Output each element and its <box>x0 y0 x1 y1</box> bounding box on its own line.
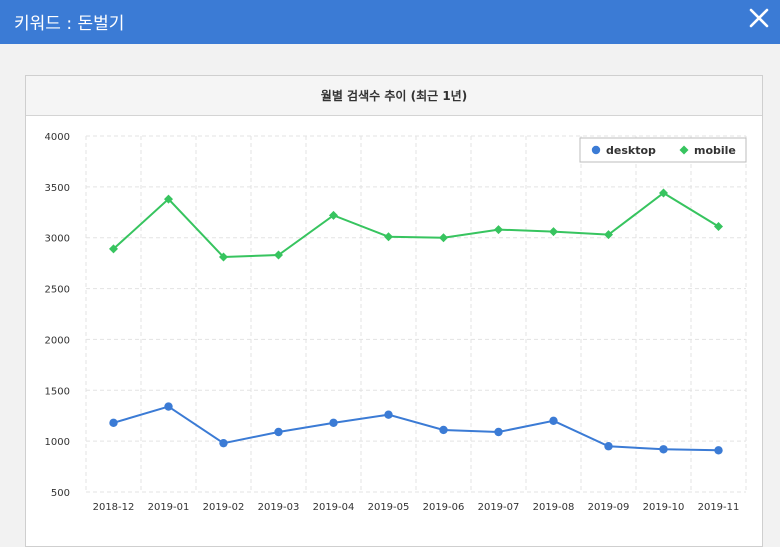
chart-title: 월별 검색수 추이 (최근 1년) <box>320 89 468 103</box>
y-tick-label: 3500 <box>45 183 70 194</box>
y-tick-label: 500 <box>51 488 70 499</box>
dialog-title: 키워드 : 돈벌기 <box>14 14 125 34</box>
legend-label-mobile: mobile <box>694 144 736 157</box>
data-point-mobile <box>219 252 228 262</box>
data-point-desktop <box>274 427 283 437</box>
x-tick-label: 2019-10 <box>643 502 685 513</box>
legend-box <box>579 137 747 163</box>
x-tick-label: 2019-08 <box>533 502 575 513</box>
data-point-desktop <box>439 425 448 435</box>
data-point-desktop <box>164 402 173 411</box>
data-point-desktop <box>659 445 668 454</box>
data-point-desktop <box>219 438 228 448</box>
x-tick-label: 2019-07 <box>478 502 520 513</box>
dialog-header: 키워드 : 돈벌기 <box>0 0 780 44</box>
y-tick-label: 1500 <box>45 386 70 397</box>
x-tick-label: 2019-02 <box>203 502 245 513</box>
data-point-mobile <box>164 194 173 204</box>
data-point-mobile <box>109 244 118 254</box>
x-tick-label: 2019-03 <box>258 502 300 513</box>
legend-label-desktop: desktop <box>606 144 656 157</box>
y-tick-label: 4000 <box>45 132 70 143</box>
series-line-mobile <box>112 191 720 259</box>
data-point-mobile <box>549 227 558 237</box>
close-icon[interactable] <box>746 5 772 31</box>
x-tick-label: 2019-09 <box>588 502 630 513</box>
y-tick-label: 2500 <box>45 285 70 296</box>
data-point-mobile <box>439 233 448 243</box>
x-tick-label: 2019-04 <box>313 502 355 513</box>
x-tick-label: 2019-11 <box>698 502 740 513</box>
data-point-mobile <box>274 250 283 260</box>
y-tick-label: 1000 <box>45 437 70 448</box>
data-point-desktop <box>714 446 723 455</box>
x-tick-label: 2018-12 <box>93 502 135 513</box>
data-point-mobile <box>714 222 723 232</box>
data-point-desktop <box>604 442 613 451</box>
x-tick-label: 2019-05 <box>368 502 410 513</box>
data-point-desktop <box>109 418 118 428</box>
data-point-mobile <box>604 230 613 240</box>
data-point-desktop <box>494 427 503 437</box>
series-line-desktop <box>113 405 719 452</box>
chart-panel: 월별 검색수 추이 (최근 1년) 4000 3500 3000 2500 2000 15… <box>25 75 763 547</box>
chart-panel-header: 월별 검색수 추이 (최근 1년) <box>26 76 762 116</box>
line-chart: 4000 3500 3000 2500 2000 1500 1000 500 2018-12 20… <box>45 132 747 513</box>
legend-marker-mobile <box>679 145 689 155</box>
y-tick-label: 2000 <box>45 335 70 346</box>
y-tick-label: 3000 <box>45 234 70 245</box>
data-point-mobile <box>494 225 503 235</box>
x-tick-label: 2019-06 <box>423 502 465 513</box>
data-point-mobile <box>329 210 338 220</box>
legend-marker-desktop <box>591 145 601 155</box>
data-point-desktop <box>329 418 338 428</box>
data-point-mobile <box>659 188 668 198</box>
data-point-desktop <box>549 416 558 425</box>
data-point-desktop <box>384 410 393 419</box>
data-point-mobile <box>384 232 393 242</box>
x-tick-label: 2019-01 <box>148 502 190 513</box>
